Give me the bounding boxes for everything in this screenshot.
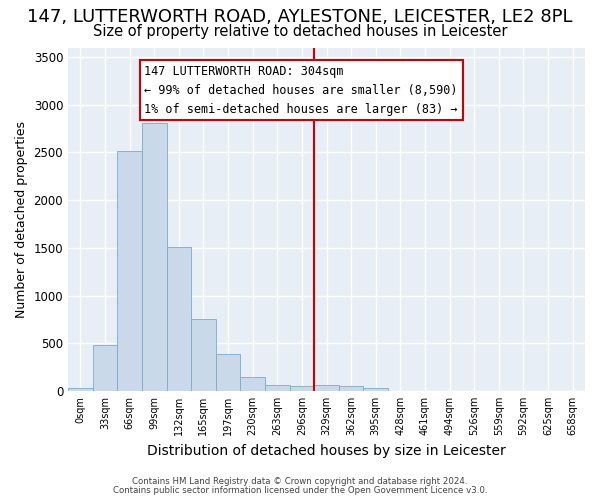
X-axis label: Distribution of detached houses by size in Leicester: Distribution of detached houses by size … bbox=[147, 444, 506, 458]
Bar bbox=[142, 123, 167, 391]
Bar bbox=[265, 384, 290, 391]
Text: Contains public sector information licensed under the Open Government Licence v3: Contains public sector information licen… bbox=[113, 486, 487, 495]
Bar bbox=[290, 386, 314, 391]
Bar bbox=[92, 345, 117, 391]
Text: Contains HM Land Registry data © Crown copyright and database right 2024.: Contains HM Land Registry data © Crown c… bbox=[132, 477, 468, 486]
Text: 147, LUTTERWORTH ROAD, AYLESTONE, LEICESTER, LE2 8PL: 147, LUTTERWORTH ROAD, AYLESTONE, LEICES… bbox=[27, 8, 573, 26]
Bar bbox=[68, 388, 92, 391]
Bar bbox=[191, 320, 216, 391]
Bar bbox=[339, 386, 364, 391]
Bar bbox=[216, 354, 241, 391]
Bar bbox=[167, 247, 191, 391]
Bar bbox=[364, 388, 388, 391]
Bar bbox=[241, 376, 265, 391]
Y-axis label: Number of detached properties: Number of detached properties bbox=[15, 120, 28, 318]
Bar bbox=[117, 152, 142, 391]
Text: 147 LUTTERWORTH ROAD: 304sqm
← 99% of detached houses are smaller (8,590)
1% of : 147 LUTTERWORTH ROAD: 304sqm ← 99% of de… bbox=[145, 64, 458, 116]
Bar bbox=[314, 384, 339, 391]
Text: Size of property relative to detached houses in Leicester: Size of property relative to detached ho… bbox=[93, 24, 507, 39]
